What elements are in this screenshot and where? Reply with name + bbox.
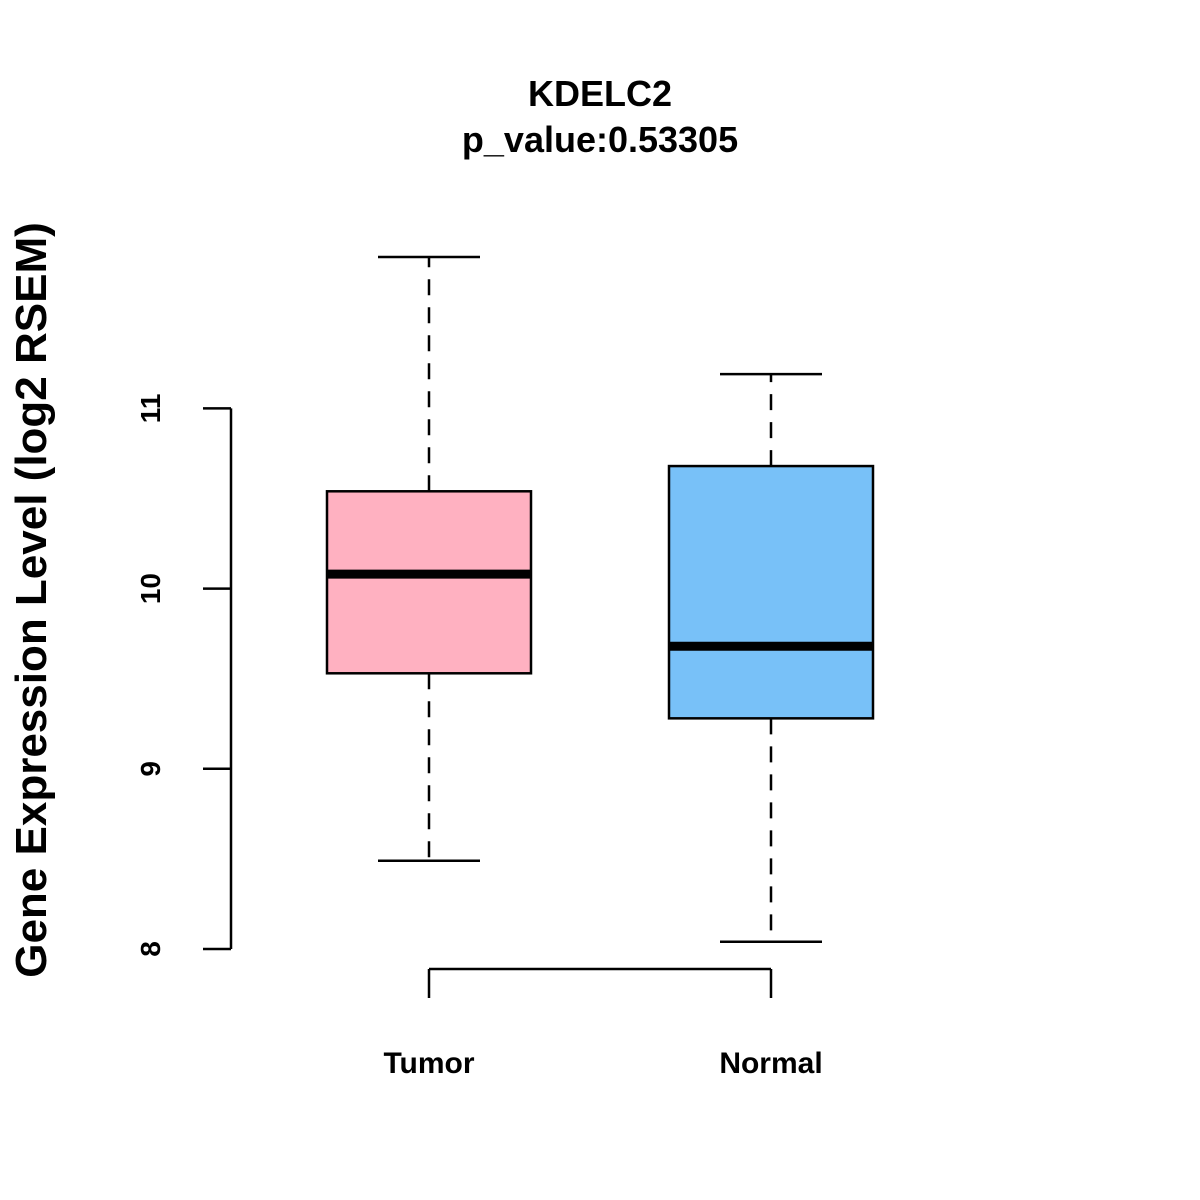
box-normal [667, 464, 875, 720]
y-tick-label: 11 [135, 394, 166, 424]
x-category-label: Tumor [383, 1047, 474, 1080]
y-tick-label: 10 [135, 573, 166, 604]
chart-subtitle: p_value:0.53305 [462, 119, 738, 160]
x-category-label: Normal [719, 1047, 822, 1080]
chart-title: KDELC2 [528, 73, 672, 114]
y-axis: 8 9 10 11 [135, 394, 233, 957]
boxes-group [325, 255, 875, 944]
y-tick-label: 9 [135, 761, 166, 777]
box-tumor [325, 490, 533, 675]
x-axis: Tumor Normal [383, 967, 823, 1080]
y-axis-label: Gene Expression Level (log2 RSEM) [7, 222, 56, 978]
y-tick-label: 8 [135, 941, 166, 957]
